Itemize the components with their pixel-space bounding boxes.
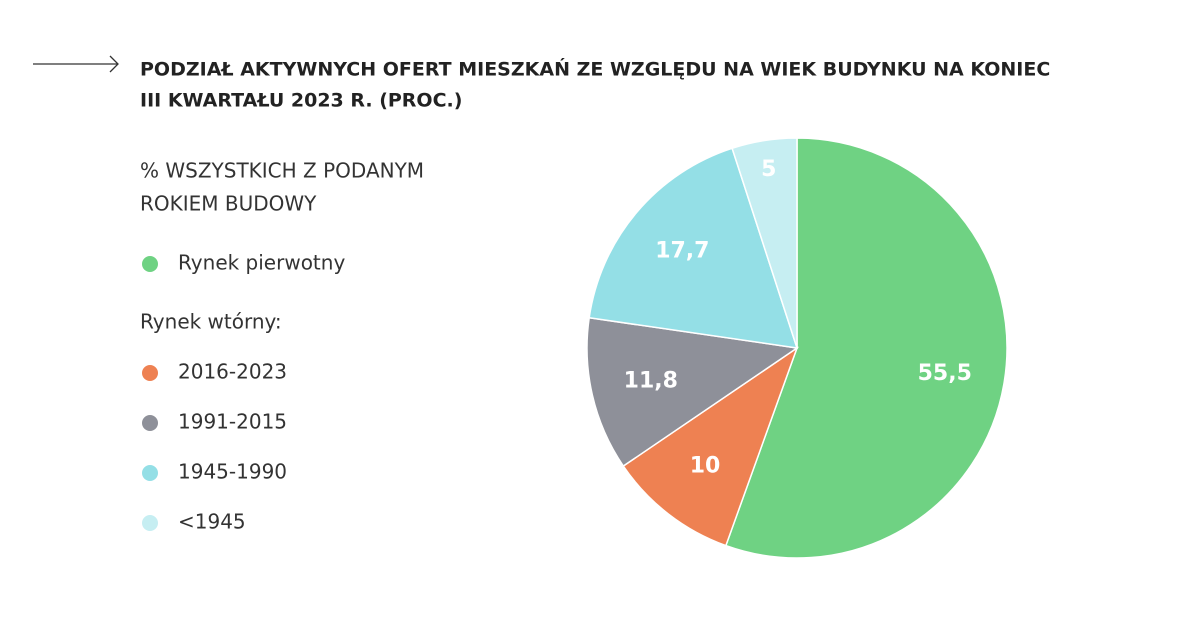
subtitle: % WSZYSTKICH Z PODANYM [140,159,424,183]
data-label: 5 [761,157,776,182]
pie-slice [586,316,800,468]
pie-slice [724,137,1008,559]
legend-group-label: Rynek wtórny: [140,310,282,334]
pie-slice [731,137,798,349]
legend-marker [142,256,158,272]
data-label: 17,7 [655,238,709,263]
legend-label: <1945 [178,510,246,534]
chart-title: PODZIAŁ AKTYWNYCH OFERT MIESZKAŃ ZE WZGL… [140,58,1050,81]
legend-label: 1945-1990 [178,460,287,484]
arrow-icon [33,55,119,73]
subtitle: ROKIEM BUDOWY [140,192,317,216]
legend-marker [142,365,158,381]
data-label: 10 [690,454,721,479]
data-label: 11,8 [624,369,678,394]
legend-label: 1991-2015 [178,410,287,434]
legend-marker [142,465,158,481]
chart-title: III KWARTAŁU 2023 R. (PROC.) [140,90,462,112]
pie-slice [622,346,799,547]
data-label: 55,5 [918,361,972,386]
legend-label: Rynek pierwotny [178,251,345,275]
legend-label: 2016-2023 [178,360,287,384]
pie-slice [588,147,799,349]
legend-marker [142,515,158,531]
legend-marker [142,415,158,431]
